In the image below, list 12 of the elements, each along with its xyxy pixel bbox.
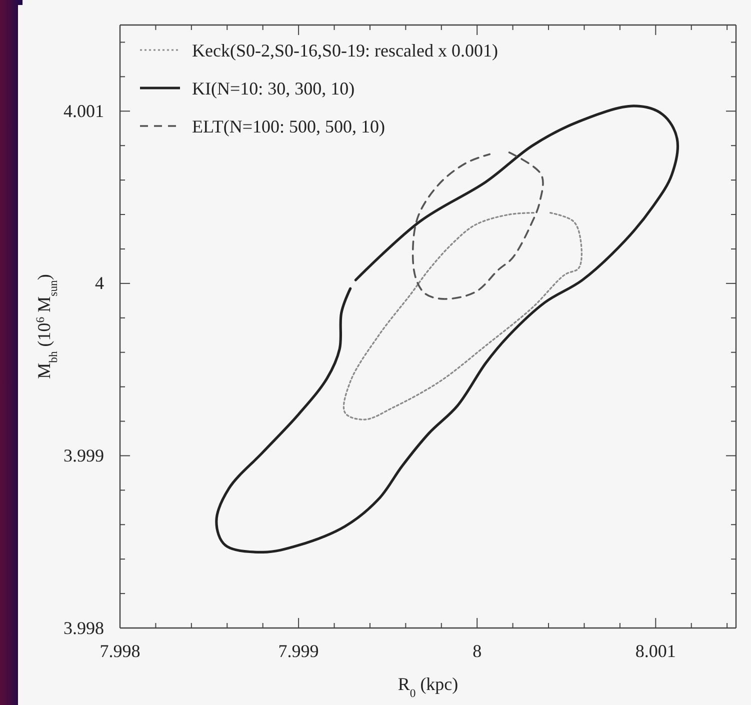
y-tick-label: 3.998 (64, 618, 104, 638)
x-tick-label: 8 (472, 640, 482, 661)
x-axis-title: R$_{0}$ (kpc) (398, 674, 458, 700)
x-tick-label: 8.001 (635, 640, 676, 661)
y-tick-label: 4.001 (64, 100, 104, 121)
legend-label: KI(N=10: 30, 300, 10) (192, 78, 355, 98)
y-tick-label: 3.999 (64, 445, 104, 466)
legend-label: ELT(N=100: 500, 500, 10) (192, 116, 385, 136)
y-tick-label: 4 (95, 273, 104, 294)
legend-label: Keck(S0-2,S0-16,S0-19: rescaled x 0.001) (192, 40, 498, 60)
x-tick-label: 7.998 (100, 640, 140, 661)
x-tick-label: 7.999 (278, 640, 319, 661)
